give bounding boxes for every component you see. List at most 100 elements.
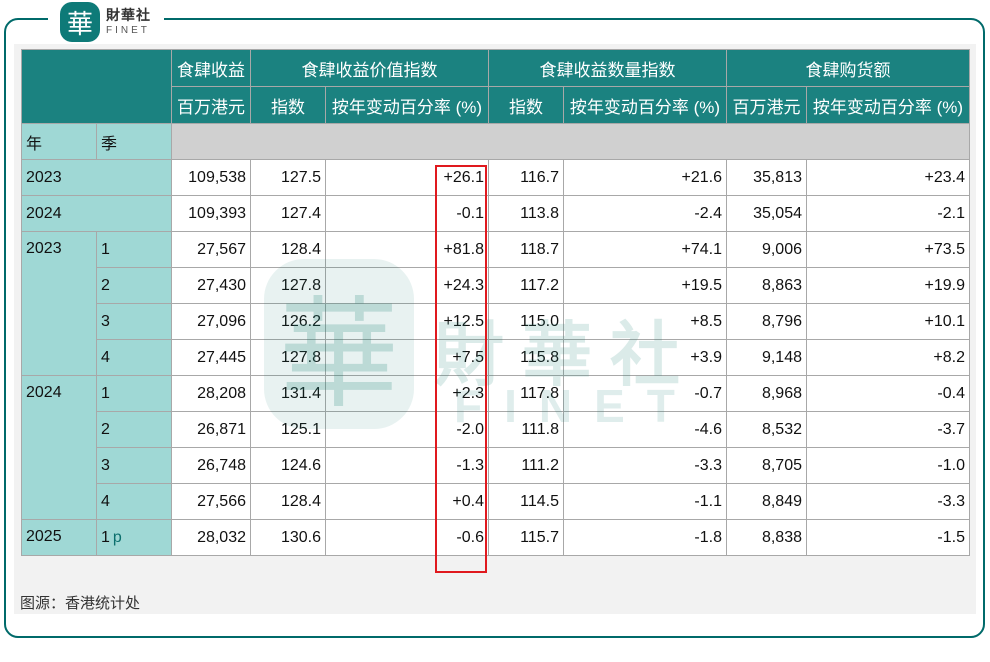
subheader-index: 指数	[488, 86, 564, 124]
table-cell: -0.7	[563, 375, 727, 412]
table-cell: 115.0	[488, 303, 564, 340]
table-cell: +73.5	[806, 231, 970, 268]
table-cell: 26,871	[171, 411, 251, 448]
table-cell: 113.8	[488, 195, 564, 232]
table-cell: -2.4	[563, 195, 727, 232]
quarter-number: 2	[101, 420, 110, 438]
quarter-number: 4	[101, 492, 110, 510]
table-cell: 130.6	[250, 519, 326, 556]
quarter-number: 2	[101, 276, 110, 294]
table-cell: 111.8	[488, 411, 564, 448]
table-cell: 116.7	[488, 159, 564, 196]
row-quarter-label: 1	[96, 375, 172, 412]
table-cell: 28,208	[171, 375, 251, 412]
quarter-number: 1	[101, 240, 110, 258]
label-row: 年 季	[21, 123, 970, 160]
table-cell: 35,813	[726, 159, 807, 196]
header-receipts: 食肆收益	[171, 49, 251, 87]
subheader-yoy-change: 按年变动百分率 (%)	[563, 86, 727, 124]
header-purchases: 食肆购货额	[726, 49, 970, 87]
table-row: 2024 1 28,208 131.4 +2.3 117.8 -0.7 8,968 -0.4	[21, 375, 970, 520]
header-corner	[21, 49, 172, 124]
logo-text: 財華社 FINET	[106, 9, 151, 36]
table-cell: +8.5	[563, 303, 727, 340]
row-quarter-label: 2	[96, 267, 172, 304]
table-cell: +19.5	[563, 267, 727, 304]
table-row: 2023 109,538 127.5 +26.1 116.7 +21.6 35,813 +23…	[21, 159, 970, 196]
subheader-hkd-million: 百万港元	[726, 86, 807, 124]
header-volume-index: 食肆收益数量指数	[488, 49, 727, 87]
subheader-index: 指数	[250, 86, 326, 124]
table-row: 3 27,096 126.2 +12.5 115.0 +8.5 8,796 +10.1	[22, 303, 970, 340]
table-cell: -1.1	[563, 483, 727, 520]
table-cell: -0.6	[325, 519, 489, 556]
table-cell: 111.2	[488, 447, 564, 484]
finet-logo: 華 財華社 FINET	[48, 0, 164, 44]
table-cell: 128.4	[250, 483, 326, 520]
table-cell: 28,032	[171, 519, 251, 556]
quarter-number: 4	[101, 348, 110, 366]
row-quarter-label: 1	[96, 231, 172, 268]
table-cell: 125.1	[250, 411, 326, 448]
table-cell: 118.7	[488, 231, 564, 268]
table-cell: +0.4	[325, 483, 489, 520]
table-cell: 27,430	[171, 267, 251, 304]
table-cell: -1.5	[806, 519, 970, 556]
row-quarter-label: 3	[96, 447, 172, 484]
table-cell: 8,863	[726, 267, 807, 304]
restaurant-receipts-table: 食肆收益 食肆收益价值指数 食肆收益数量指数 食肆购货额 百万港元 指数 按年变…	[21, 49, 970, 556]
table-cell: -1.3	[325, 447, 489, 484]
quarter-number: 3	[101, 456, 110, 474]
table-cell: 8,705	[726, 447, 807, 484]
table-cell: +21.6	[563, 159, 727, 196]
row-quarter-label: 3	[96, 303, 172, 340]
table-cell: -4.6	[563, 411, 727, 448]
row-year-label: 2024	[21, 375, 97, 520]
table-cell: +26.1	[325, 159, 489, 196]
table-cell: 8,532	[726, 411, 807, 448]
table-cell: +24.3	[325, 267, 489, 304]
table-cell: 127.8	[250, 267, 326, 304]
table-row: 2 27,430 127.8 +24.3 117.2 +19.5 8,863 +19.9	[22, 267, 970, 304]
table-cell: 27,566	[171, 483, 251, 520]
table-cell: +74.1	[563, 231, 727, 268]
table-cell: 26,748	[171, 447, 251, 484]
table-cell: -3.3	[806, 483, 970, 520]
year-label: 年	[21, 123, 97, 160]
row-year-label: 2023	[21, 159, 172, 196]
table-cell: 109,393	[171, 195, 251, 232]
table-cell: 117.8	[488, 375, 564, 412]
table-cell: +2.3	[325, 375, 489, 412]
table-row: 3 26,748 124.6 -1.3 111.2 -3.3 8,705 -1.0	[22, 447, 970, 484]
row-quarter-label: 4	[96, 483, 172, 520]
row-quarter-label: 2	[96, 411, 172, 448]
table-cell: -1.0	[806, 447, 970, 484]
table-cell: 27,445	[171, 339, 251, 376]
table-cell: 9,148	[726, 339, 807, 376]
provisional-mark: p	[112, 528, 122, 546]
table-row: 4 27,445 127.8 +7.5 115.8 +3.9 9,148 +8.2	[22, 339, 970, 376]
table-cell: 114.5	[488, 483, 564, 520]
table-cell: 128.4	[250, 231, 326, 268]
table-cell: 127.4	[250, 195, 326, 232]
table-cell: -3.3	[563, 447, 727, 484]
table-cell: +8.2	[806, 339, 970, 376]
table-cell: 8,849	[726, 483, 807, 520]
source-note: 图源：香港统计处	[20, 594, 141, 612]
table-cell: +23.4	[806, 159, 970, 196]
table-cell: 35,054	[726, 195, 807, 232]
table-cell: 9,006	[726, 231, 807, 268]
label-row-filler	[171, 123, 970, 160]
subheader-hkd-million: 百万港元	[171, 86, 251, 124]
table-cell: -0.1	[325, 195, 489, 232]
table-row: 2024 109,393 127.4 -0.1 113.8 -2.4 35,054 -2.1	[21, 195, 970, 232]
table-cell: 8,838	[726, 519, 807, 556]
table-cell: 124.6	[250, 447, 326, 484]
table-cell: 115.8	[488, 339, 564, 376]
table-cell: +81.8	[325, 231, 489, 268]
table-row: 2025 1 p 28,032 130.6 -0.6 115.7 -1.8 8,838 -1.5	[21, 519, 970, 556]
quarter-label: 季	[96, 123, 172, 160]
table-cell: -2.0	[325, 411, 489, 448]
table-row: 4 27,566 128.4 +0.4 114.5 -1.1 8,849 -3.3	[22, 483, 970, 520]
